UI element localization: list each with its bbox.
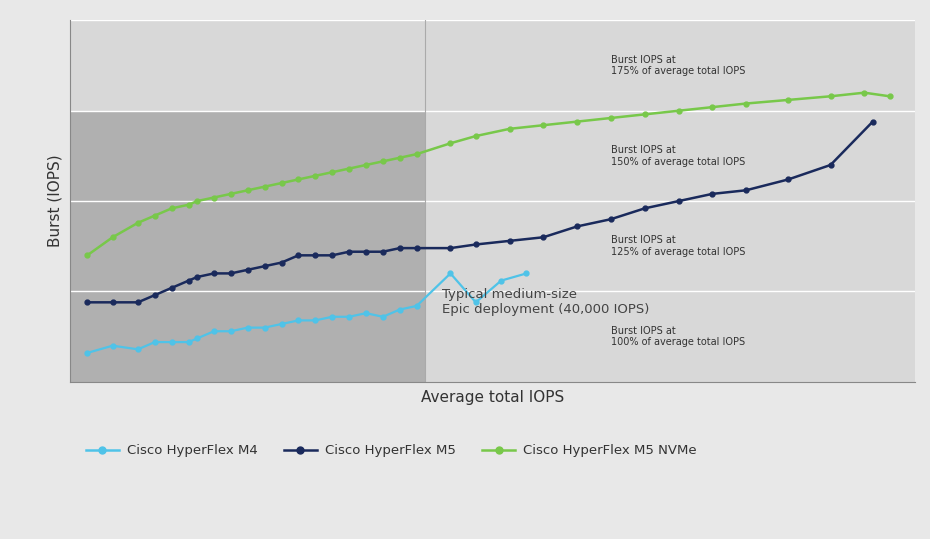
Text: Typical medium-size
Epic deployment (40,000 IOPS): Typical medium-size Epic deployment (40,… (442, 288, 649, 316)
Text: Burst IOPS at
100% of average total IOPS: Burst IOPS at 100% of average total IOPS (611, 326, 745, 348)
Legend: Cisco HyperFlex M4, Cisco HyperFlex M5, Cisco HyperFlex M5 NVMe: Cisco HyperFlex M4, Cisco HyperFlex M5, … (81, 439, 702, 462)
Y-axis label: Burst (IOPS): Burst (IOPS) (47, 155, 62, 247)
Text: Burst IOPS at
125% of average total IOPS: Burst IOPS at 125% of average total IOPS (611, 236, 745, 257)
X-axis label: Average total IOPS: Average total IOPS (421, 390, 565, 405)
Bar (71, 110, 425, 382)
Text: Burst IOPS at
150% of average total IOPS: Burst IOPS at 150% of average total IOPS (611, 145, 745, 167)
Text: Burst IOPS at
175% of average total IOPS: Burst IOPS at 175% of average total IOPS (611, 55, 745, 77)
